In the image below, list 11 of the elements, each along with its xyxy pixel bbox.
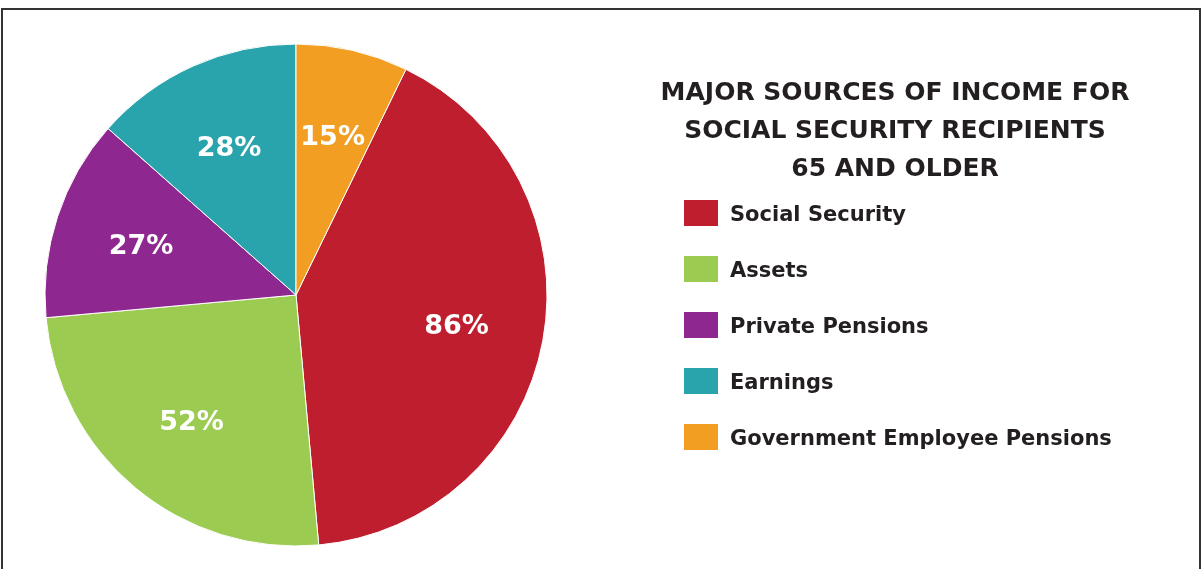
legend-label: Social Security — [730, 202, 907, 226]
data-label: 86% — [424, 308, 489, 340]
legend-label: Government Employee Pensions — [730, 426, 1112, 450]
data-label: 52% — [159, 404, 224, 436]
legend-label: Earnings — [730, 370, 834, 394]
legend-label: Assets — [730, 258, 809, 282]
data-label: 27% — [108, 228, 174, 260]
data-label: 28% — [196, 130, 262, 162]
data-label: 15% — [300, 120, 365, 152]
text: MAJOR SOURCES OF INCOME FOR SOCIAL SECURITY RECIPIENTS 65 AND OLDER — [660, 77, 1130, 182]
legend-label: Private Pensions — [730, 314, 929, 338]
